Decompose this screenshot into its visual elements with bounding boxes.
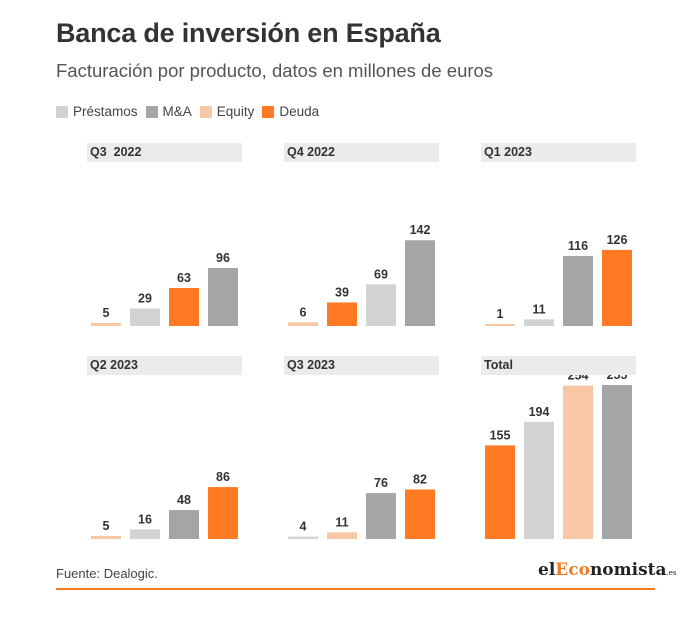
bar-value-label: 5 xyxy=(103,306,110,320)
bar-value-label: 126 xyxy=(607,233,628,247)
bar-value-label: 63 xyxy=(177,271,191,285)
legend-swatch-equity xyxy=(199,105,212,118)
bar-value-label: 6 xyxy=(300,305,307,319)
bar-deuda xyxy=(169,287,199,326)
panel-chart: 5 16 48 86 xyxy=(91,470,238,539)
bar-prestamos xyxy=(366,284,396,326)
panel-q2-2023: Q2 2023 5 16 48 86 xyxy=(87,356,242,541)
bar-value-label: 11 xyxy=(335,515,348,529)
bar-ma xyxy=(602,385,632,539)
panel-q3-2023: Q3 2023 4 11 76 82 xyxy=(284,356,439,541)
panel-title: Q2 2023 xyxy=(87,356,242,375)
legend-swatch-ma xyxy=(145,105,158,118)
panel-title: Q1 2023 xyxy=(481,143,636,162)
panel-chart: 5 29 63 96 xyxy=(91,251,238,326)
panel-title: Q3 2022 xyxy=(87,143,242,162)
bar-ma xyxy=(563,255,593,326)
panel-q4-2022: Q4 2022 6 39 69 142 xyxy=(284,143,439,328)
bar-value-label: 142 xyxy=(410,223,431,237)
bar-equity xyxy=(91,535,121,539)
bar-ma xyxy=(366,493,396,539)
panel-title: Q3 2023 xyxy=(284,356,439,375)
bar-equity xyxy=(563,385,593,539)
bar-value-label: 116 xyxy=(568,239,588,253)
bar-deuda xyxy=(208,487,238,539)
panel-q3-2022: Q3 2022 5 29 63 96 xyxy=(87,143,242,328)
panel-title: Total xyxy=(481,356,636,375)
bar-ma xyxy=(169,510,199,539)
legend-item-prestamos: Préstamos xyxy=(56,104,138,119)
bar-value-label: 82 xyxy=(413,472,427,486)
bar-deuda xyxy=(405,489,435,539)
source-note: Fuente: Dealogic. xyxy=(56,566,158,581)
bar-value-label: 16 xyxy=(138,512,152,526)
bar-deuda xyxy=(327,302,357,326)
bar-value-label: 5 xyxy=(103,519,110,533)
chart-subtitle: Facturación por producto, datos en millo… xyxy=(56,60,494,81)
bar-deuda xyxy=(602,249,632,326)
bar-equity xyxy=(485,324,515,326)
footer-rule xyxy=(56,588,655,590)
bar-value-label: 194 xyxy=(529,405,550,419)
chart-title: Banca de inversión en España xyxy=(56,18,441,48)
bar-deuda xyxy=(485,445,515,539)
bar-prestamos xyxy=(524,319,554,326)
bar-equity xyxy=(288,322,318,326)
bar-value-label: 96 xyxy=(216,251,230,265)
bar-equity xyxy=(327,532,357,539)
bar-ma xyxy=(405,240,435,326)
legend-label-ma: M&A xyxy=(162,104,192,119)
legend-label-equity: Equity xyxy=(216,104,255,119)
legend-item-equity: Equity xyxy=(199,104,255,119)
bar-value-label: 29 xyxy=(138,291,152,305)
bar-value-label: 69 xyxy=(374,267,388,281)
bar-value-label: 86 xyxy=(216,470,230,484)
panel-chart: 6 39 69 142 xyxy=(288,223,435,326)
bar-value-label: 155 xyxy=(490,428,511,442)
bar-value-label: 1 xyxy=(497,307,504,321)
bar-value-label: 4 xyxy=(300,520,307,534)
legend-swatch-deuda xyxy=(262,105,275,118)
legend-label-prestamos: Préstamos xyxy=(73,104,138,119)
panel-title: Q4 2022 xyxy=(284,143,439,162)
legend: Préstamos M&A Equity Deuda xyxy=(56,104,327,119)
legend-label-deuda: Deuda xyxy=(279,104,320,119)
bar-value-label: 48 xyxy=(177,493,191,507)
bar-value-label: 11 xyxy=(532,302,545,316)
bar-equity xyxy=(91,322,121,326)
bar-value-label: 39 xyxy=(335,285,349,299)
legend-item-deuda: Deuda xyxy=(262,104,319,119)
legend-swatch-prestamos xyxy=(56,105,68,118)
panel-q1-2023: Q1 2023 1 11 116 126 xyxy=(481,143,636,328)
bar-ma xyxy=(208,268,238,326)
bar-prestamos xyxy=(524,421,554,539)
panel-total: Total 155 194 254 255 xyxy=(481,356,636,541)
publisher-logo: elEconomista.es xyxy=(538,560,677,580)
legend-item-ma: M&A xyxy=(145,104,192,119)
panel-chart: 4 11 76 82 xyxy=(288,472,435,539)
bar-prestamos xyxy=(130,308,160,326)
bar-prestamos xyxy=(288,536,318,539)
bar-value-label: 76 xyxy=(374,476,388,490)
bar-prestamos xyxy=(130,529,160,539)
